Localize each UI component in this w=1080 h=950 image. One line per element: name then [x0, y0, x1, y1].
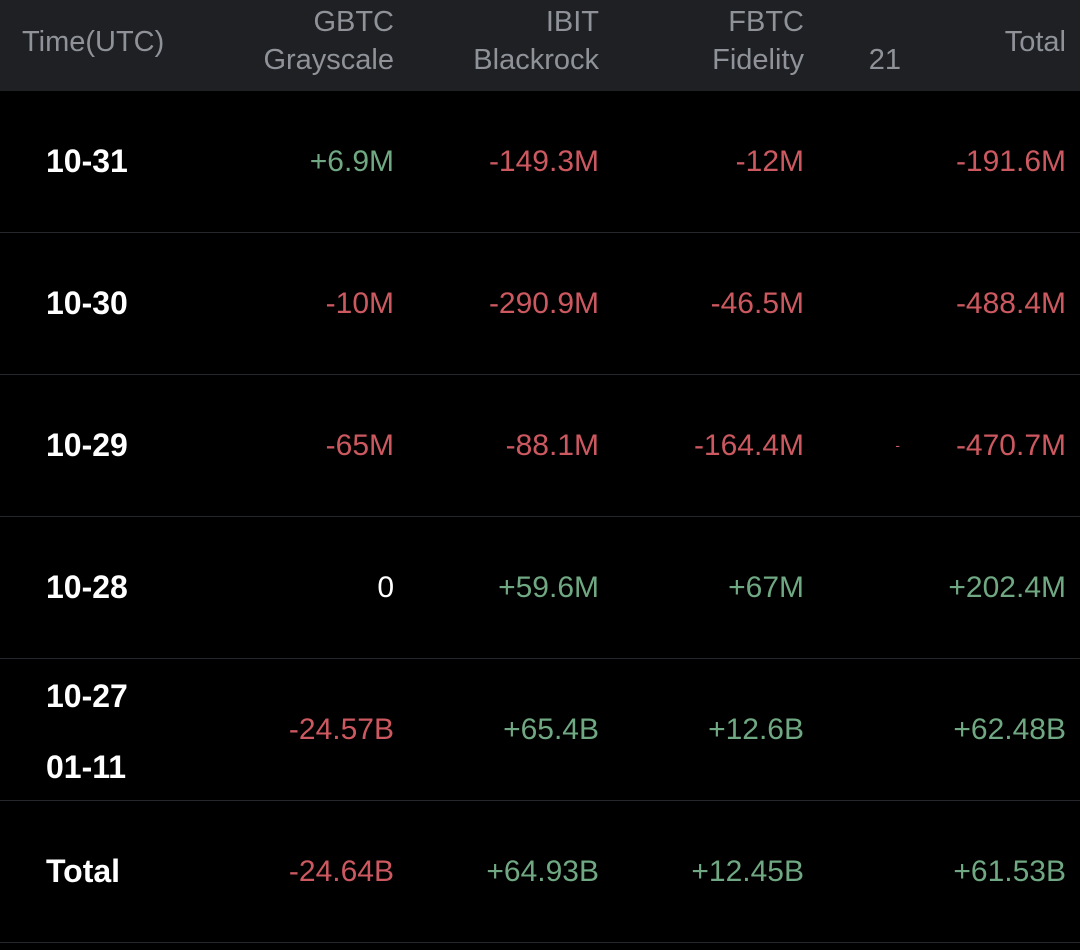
ibit-value: +59.6M: [498, 571, 599, 604]
total-value: +61.53B: [953, 855, 1066, 888]
header-col21[interactable]: 21: [850, 0, 901, 91]
gbtc-value: -24.57B: [288, 713, 394, 746]
header-fbtc-ticker: FBTC: [728, 6, 804, 38]
gbtc-value: +6.9M: [309, 145, 394, 178]
row-date-end: 01-11: [46, 749, 127, 785]
ibit-value: +65.4B: [503, 713, 599, 746]
fbtc-value: -46.5M: [710, 287, 804, 320]
fbtc-value: +12.45B: [691, 855, 804, 888]
header-gbtc-ticker: GBTC: [313, 6, 394, 38]
table-row[interactable]: 10-31 +6.9M -149.3M -12M -191.6M: [0, 91, 1080, 233]
fbtc-value: +12.6B: [708, 713, 804, 746]
ibit-value: -149.3M: [488, 145, 599, 178]
ibit-value: -290.9M: [488, 287, 599, 320]
table-header: Time(UTC) GBTC Grayscale IBIT Blackrock …: [0, 0, 1080, 91]
header-time-label: Time(UTC): [22, 26, 165, 58]
header-ibit-ticker: IBIT: [545, 6, 599, 38]
row-date: Total: [46, 853, 121, 889]
gbtc-value: -24.64B: [288, 855, 394, 888]
gbtc-value: -10M: [325, 287, 394, 320]
total-value: -488.4M: [955, 287, 1066, 320]
col21-value: -: [895, 437, 900, 453]
row-date-start: 10-27: [46, 678, 128, 714]
header-gbtc-name: Grayscale: [263, 44, 394, 76]
row-date: 10-31: [46, 143, 128, 179]
row-date: 10-29: [46, 427, 128, 463]
ibit-value: +64.93B: [486, 855, 599, 888]
fbtc-value: -12M: [735, 145, 804, 178]
header-total-label: Total: [1004, 26, 1066, 58]
table-row[interactable]: 10-27 01-11 -24.57B +65.4B +12.6B +62.48…: [0, 659, 1080, 801]
total-value: +62.48B: [953, 713, 1066, 746]
fbtc-value: +67M: [728, 571, 804, 604]
header-time[interactable]: Time(UTC): [22, 0, 222, 91]
total-value: -191.6M: [955, 145, 1066, 178]
header-total[interactable]: Total: [920, 0, 1066, 91]
table-row[interactable]: 10-29 -65M -88.1M -164.4M - -470.7M: [0, 375, 1080, 517]
table-row[interactable]: 10-28 0 +59.6M +67M +202.4M: [0, 517, 1080, 659]
header-fbtc-name: Fidelity: [712, 44, 804, 76]
header-col21-label: 21: [868, 44, 901, 76]
table-row-total[interactable]: Total -24.64B +64.93B +12.45B +61.53B: [0, 801, 1080, 943]
header-ibit[interactable]: IBIT Blackrock: [440, 0, 599, 91]
gbtc-value: 0: [377, 571, 394, 604]
header-gbtc[interactable]: GBTC Grayscale: [230, 0, 394, 91]
ibit-value: -88.1M: [505, 429, 599, 462]
total-value: +202.4M: [948, 571, 1066, 604]
table-row[interactable]: 10-30 -10M -290.9M -46.5M -488.4M: [0, 233, 1080, 375]
header-ibit-name: Blackrock: [473, 44, 599, 76]
row-date: 10-28: [46, 569, 128, 605]
gbtc-value: -65M: [325, 429, 394, 462]
row-date: 10-30: [46, 285, 128, 321]
total-value: -470.7M: [955, 429, 1066, 462]
header-fbtc[interactable]: FBTC Fidelity: [650, 0, 804, 91]
fbtc-value: -164.4M: [693, 429, 804, 462]
